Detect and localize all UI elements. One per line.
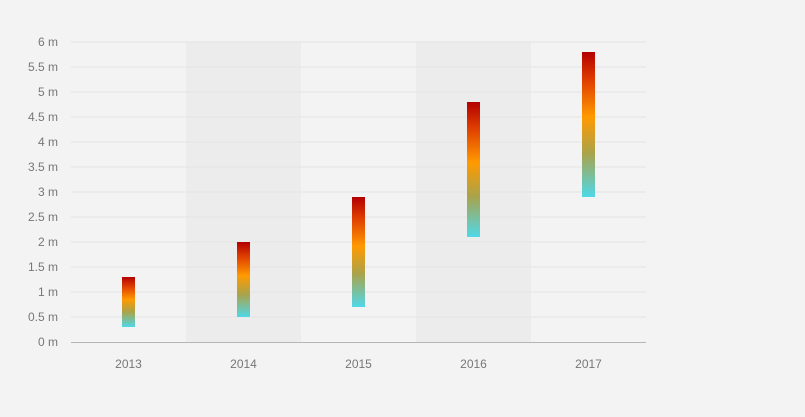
- y-tick-label: 0 m: [38, 335, 58, 349]
- bar-2017[interactable]: [582, 52, 595, 197]
- y-tick-label: 1 m: [38, 285, 58, 299]
- bar-2013[interactable]: [122, 277, 135, 327]
- y-tick-label: 1.5 m: [28, 260, 58, 274]
- x-tick-label-2017: 2017: [575, 357, 602, 371]
- bars: [122, 52, 595, 327]
- bar-2015[interactable]: [352, 197, 365, 307]
- bar-2014[interactable]: [237, 242, 250, 317]
- y-tick-label: 6 m: [38, 35, 58, 49]
- x-tick-label-2013: 2013: [115, 357, 142, 371]
- y-tick-label: 4 m: [38, 135, 58, 149]
- x-tick-label-2014: 2014: [230, 357, 257, 371]
- y-axis-tick-labels: 0 m 0.5 m 1 m 1.5 m 2 m 2.5 m 3 m 3.5 m 4 m 4.5 m…: [28, 35, 58, 349]
- y-tick-label: 4.5 m: [28, 110, 58, 124]
- bar-2016[interactable]: [467, 102, 480, 237]
- x-tick-label-2015: 2015: [345, 357, 372, 371]
- gridlines: [71, 41, 646, 318]
- x-axis-tick-labels: 2013 2014 2015 2016 2017: [115, 357, 602, 371]
- y-tick-label: 3.5 m: [28, 160, 58, 174]
- y-tick-label: 2.5 m: [28, 210, 58, 224]
- y-tick-label: 0.5 m: [28, 310, 58, 324]
- y-tick-label: 2 m: [38, 235, 58, 249]
- x-tick-label-2016: 2016: [460, 357, 487, 371]
- y-tick-label: 3 m: [38, 185, 58, 199]
- y-tick-label: 5.5 m: [28, 60, 58, 74]
- y-tick-label: 5 m: [38, 85, 58, 99]
